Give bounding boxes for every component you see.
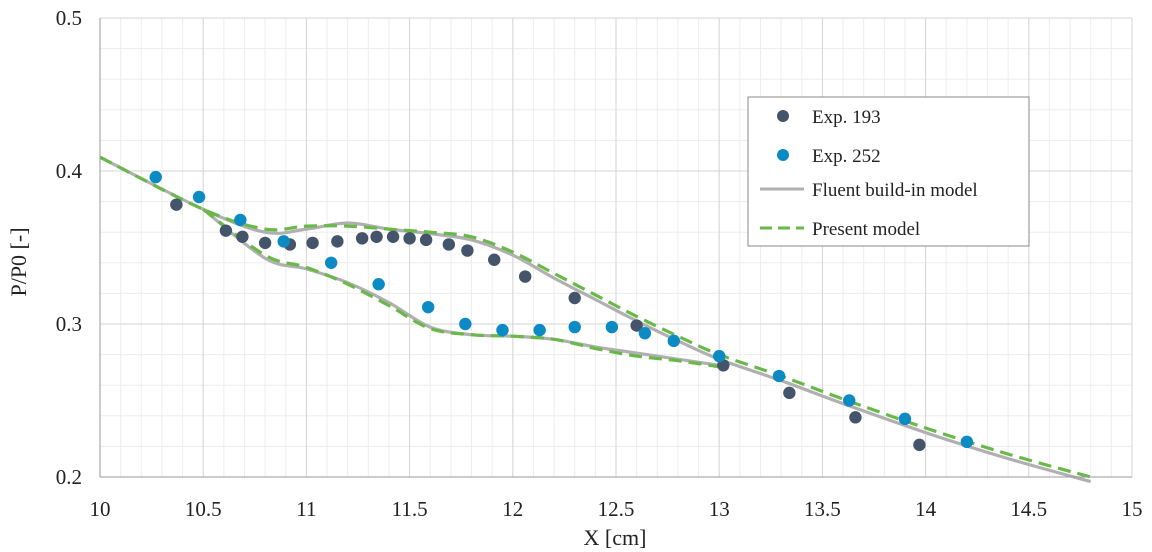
x-tick-label: 11 bbox=[296, 497, 316, 521]
data-point-exp-193 bbox=[370, 230, 383, 243]
series-line-fluent-build-in-model-upper bbox=[99, 155, 1092, 484]
y-tick-label: 0.2 bbox=[56, 465, 82, 489]
x-tick-label: 10 bbox=[90, 497, 111, 521]
data-point-exp-252 bbox=[277, 235, 290, 248]
data-point-exp-252 bbox=[568, 320, 581, 334]
data-point-exp-193 bbox=[488, 253, 501, 266]
legend-marker-exp-252 bbox=[777, 149, 789, 161]
x-tick-label: 14.5 bbox=[1010, 497, 1047, 521]
data-point-exp-193 bbox=[913, 438, 926, 452]
y-tick-label: 0.3 bbox=[56, 312, 82, 336]
x-tick-label: 12 bbox=[502, 497, 523, 521]
data-point-exp-252 bbox=[898, 412, 912, 426]
data-point-exp-252 bbox=[533, 323, 546, 337]
data-point-exp-193 bbox=[630, 319, 643, 332]
data-point-exp-193 bbox=[783, 386, 796, 400]
data-point-exp-252 bbox=[149, 170, 162, 184]
data-point-exp-252 bbox=[605, 320, 619, 334]
data-point-exp-252 bbox=[234, 213, 247, 227]
data-point-exp-193 bbox=[403, 232, 416, 245]
legend-label-fluent: Fluent build-in model bbox=[812, 180, 978, 201]
data-point-exp-252 bbox=[960, 435, 974, 449]
legend-label-exp-252: Exp. 252 bbox=[812, 146, 881, 167]
data-point-exp-252 bbox=[496, 323, 509, 337]
data-point-exp-252 bbox=[638, 326, 652, 340]
x-tick-label: 15 bbox=[1122, 497, 1143, 521]
axes bbox=[99, 18, 1132, 478]
data-point-exp-252 bbox=[372, 278, 385, 291]
x-tick-label: 13 bbox=[709, 497, 730, 521]
x-tick-label: 10.5 bbox=[185, 497, 222, 521]
data-point-exp-252 bbox=[324, 256, 338, 269]
data-point-exp-193 bbox=[849, 411, 862, 424]
data-point-exp-193 bbox=[461, 244, 474, 257]
y-tick-label: 0.4 bbox=[56, 159, 83, 183]
data-point-exp-252 bbox=[772, 369, 786, 383]
data-point-exp-193 bbox=[419, 233, 433, 247]
model-lines bbox=[99, 155, 1092, 484]
data-point-exp-252 bbox=[667, 334, 680, 348]
data-point-exp-252 bbox=[459, 317, 472, 331]
data-point-exp-193 bbox=[442, 238, 456, 251]
data-point-exp-193 bbox=[306, 236, 319, 250]
tick-labels: 10 10.5 11 11.5 12 12.5 13 13.5 14 14.5 15 0.2 0.3 0.… bbox=[56, 6, 1143, 521]
data-point-exp-193 bbox=[518, 270, 532, 283]
series-line-present-model-lower bbox=[202, 208, 720, 369]
series-line-present-model-upper bbox=[99, 155, 1092, 479]
legend: Exp. 193 Exp. 252 Fluent build-in model … bbox=[747, 96, 1030, 247]
legend-label-present: Present model bbox=[812, 219, 920, 240]
data-point-exp-193 bbox=[386, 230, 400, 243]
data-point-exp-193 bbox=[568, 291, 581, 305]
y-tick-label: 0.5 bbox=[56, 6, 82, 30]
data-point-exp-252 bbox=[713, 349, 726, 363]
data-point-exp-193 bbox=[170, 198, 183, 211]
data-point-exp-193 bbox=[236, 230, 249, 243]
x-tick-label: 13.5 bbox=[804, 497, 841, 521]
x-tick-label: 12.5 bbox=[598, 497, 635, 521]
data-point-exp-252 bbox=[421, 300, 435, 314]
x-tick-label: 14 bbox=[915, 497, 937, 521]
legend-label-exp-193: Exp. 193 bbox=[812, 107, 881, 128]
data-point-exp-252 bbox=[192, 190, 206, 204]
data-point-exp-193 bbox=[355, 232, 369, 245]
legend-marker-exp-193 bbox=[777, 110, 789, 122]
y-axis-title: P/P0 [-] bbox=[6, 227, 31, 296]
data-point-exp-252 bbox=[843, 394, 856, 407]
x-axis-title: X [cm] bbox=[584, 525, 647, 550]
data-point-exp-193 bbox=[258, 236, 272, 250]
x-tick-label: 11.5 bbox=[392, 497, 428, 521]
data-point-exp-193 bbox=[331, 235, 344, 248]
experiment-points bbox=[149, 170, 974, 452]
legend-box bbox=[747, 96, 1030, 247]
data-point-exp-193 bbox=[219, 224, 233, 237]
